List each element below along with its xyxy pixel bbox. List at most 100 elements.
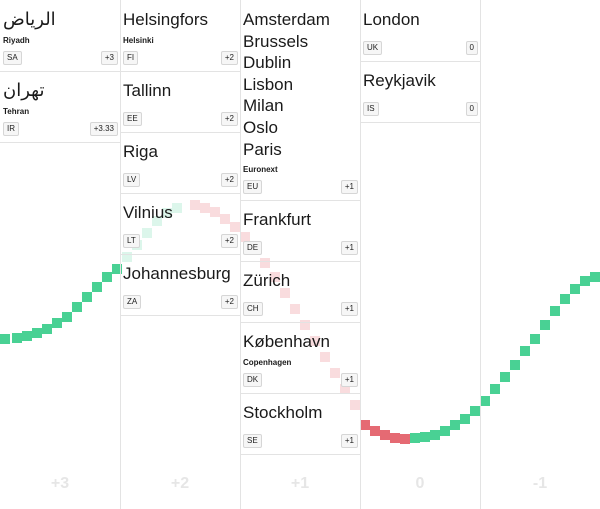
curve-step <box>420 432 430 442</box>
card-separator <box>120 254 240 255</box>
curve-step <box>380 430 390 440</box>
curve-step <box>260 258 270 268</box>
curve-step <box>290 304 300 314</box>
curve-step <box>230 222 240 232</box>
country-code-badge: LV <box>123 172 141 187</box>
card-separator <box>240 393 360 394</box>
city-name: Zürich <box>243 271 291 290</box>
country-code-badge: SA <box>3 50 22 65</box>
city-card[interactable]: Zürich CH +1 <box>240 261 360 316</box>
curve-step <box>122 252 132 262</box>
curve-step <box>310 336 320 346</box>
curve-step <box>142 228 152 238</box>
curve-step <box>440 426 450 436</box>
offset-axis-label: +3 <box>50 475 70 492</box>
city-card[interactable]: København Copenhagen DK +1 <box>240 322 360 387</box>
utc-offset-badge: +3.33 <box>89 121 118 136</box>
curve-step <box>350 400 360 410</box>
curve-step <box>360 420 370 430</box>
country-code-badge: UK <box>363 40 383 55</box>
curve-step <box>510 360 520 370</box>
city-name: Dublin <box>243 53 292 73</box>
column-divider <box>480 0 481 509</box>
curve-step <box>190 200 200 210</box>
country-code-badge: SE <box>243 433 262 448</box>
city-name: Vilnius <box>123 203 173 222</box>
curve-step <box>82 292 92 302</box>
city-name: Tallinn <box>123 81 172 100</box>
city-name: København <box>243 332 330 351</box>
utc-offset-badge: +2 <box>220 294 238 309</box>
card-separator <box>120 315 240 316</box>
country-code-badge: EU <box>243 180 263 195</box>
curve-step <box>280 288 290 298</box>
country-code-badge: EE <box>123 111 142 126</box>
city-name: تهران <box>3 80 45 101</box>
curve-step <box>430 430 440 440</box>
curve-step <box>480 396 490 406</box>
city-subtitle: Tehran <box>3 106 30 116</box>
curve-step <box>490 384 500 394</box>
utc-offset-badge: +1 <box>340 301 358 316</box>
curve-step <box>22 331 32 341</box>
city-card[interactable]: Tallinn EE +2 <box>120 71 240 126</box>
card-separator <box>240 322 360 323</box>
city-name: Riga <box>123 142 158 161</box>
curve-step <box>590 272 600 282</box>
offset-axis-label: +2 <box>170 475 190 492</box>
utc-offset-badge: +1 <box>340 433 358 448</box>
curve-step <box>32 328 42 338</box>
curve-step <box>172 203 182 213</box>
card-separator <box>120 132 240 133</box>
city-card[interactable]: Helsingfors Helsinki FI +2 <box>120 0 240 65</box>
curve-step <box>400 434 410 444</box>
card-separator <box>120 71 240 72</box>
city-card[interactable]: Stockholm SE +1 <box>240 393 360 448</box>
card-separator <box>240 200 360 201</box>
card-separator <box>0 71 120 72</box>
utc-offset-badge: +2 <box>220 233 238 248</box>
curve-step <box>330 368 340 378</box>
city-subtitle: Copenhagen <box>243 357 292 367</box>
country-code-badge: FI <box>123 50 139 65</box>
country-code-badge: ZA <box>123 294 142 309</box>
city-card[interactable]: Johannesburg ZA +2 <box>120 254 240 309</box>
curve-step <box>210 207 220 217</box>
offset-axis-label: 0 <box>415 475 425 492</box>
city-subtitle: Helsinki <box>123 35 154 45</box>
city-card[interactable]: London UK 0 <box>360 0 480 55</box>
city-name: Helsingfors <box>123 10 209 29</box>
utc-offset-badge: +3 <box>100 50 118 65</box>
country-code-badge: CH <box>243 301 263 316</box>
city-card[interactable]: تهران Tehran IR +3.33 <box>0 71 120 136</box>
city-name: Amsterdam <box>243 10 330 29</box>
city-name: Milan <box>243 96 284 116</box>
curve-step <box>270 272 280 282</box>
city-card[interactable]: الرياض Riyadh SA +3 <box>0 0 120 65</box>
country-code-badge: DE <box>243 240 263 255</box>
curve-step <box>450 420 460 430</box>
utc-offset-badge: +2 <box>220 50 238 65</box>
curve-step <box>560 294 570 304</box>
city-name: Lisbon <box>243 74 294 94</box>
utc-offset-badge: +2 <box>220 111 238 126</box>
country-code-badge: IR <box>3 121 19 136</box>
curve-step <box>520 346 530 356</box>
column-divider <box>240 0 241 509</box>
curve-step <box>370 426 380 436</box>
city-subtitle: Euronext <box>243 165 278 175</box>
utc-offset-badge: +1 <box>340 372 358 387</box>
city-card[interactable]: Amsterdam Brussels Dublin Lisbon Milan Oslo Pa… <box>240 0 360 195</box>
curve-step <box>102 272 112 282</box>
city-card[interactable]: Reykjavik IS 0 <box>360 61 480 116</box>
city-card[interactable]: Frankfurt DE +1 <box>240 200 360 255</box>
curve-step <box>92 282 102 292</box>
city-card[interactable]: Vilnius LT +2 <box>120 193 240 248</box>
city-card[interactable]: Riga LV +2 <box>120 132 240 187</box>
utc-offset-badge: +2 <box>220 172 238 187</box>
curve-step <box>72 302 82 312</box>
curve-step <box>220 214 230 224</box>
curve-step <box>550 306 560 316</box>
city-name: Reykjavik <box>363 71 436 90</box>
curve-step <box>340 384 350 394</box>
